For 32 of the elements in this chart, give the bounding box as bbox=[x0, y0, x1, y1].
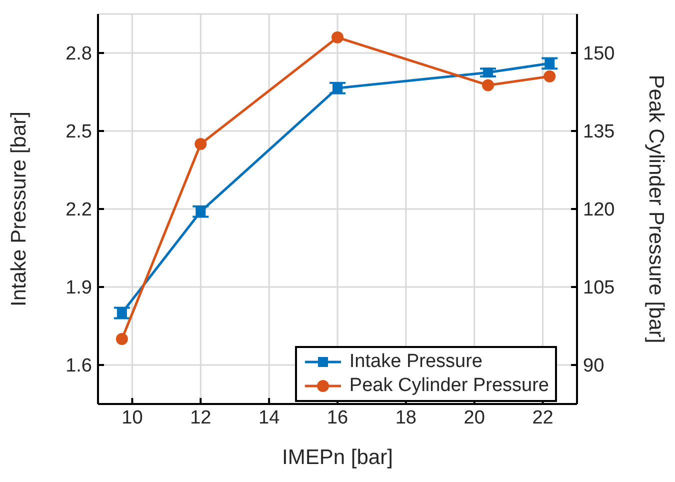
point bbox=[116, 308, 127, 318]
y-axis-title: Intake Pressure [bar] bbox=[7, 112, 30, 306]
point bbox=[332, 31, 344, 44]
x-tick-label: 16 bbox=[326, 407, 348, 428]
x-tick-label: 20 bbox=[464, 407, 485, 428]
legend-label: Peak Cylinder Pressure bbox=[349, 375, 549, 396]
point bbox=[196, 206, 206, 217]
point bbox=[544, 70, 556, 82]
legend-label: Intake Pressure bbox=[349, 351, 482, 372]
y2-tick-label: 120 bbox=[583, 200, 615, 221]
point bbox=[483, 68, 494, 78]
y2-tick-label: 90 bbox=[583, 356, 604, 377]
point bbox=[194, 138, 207, 150]
y2-tick-label: 135 bbox=[583, 122, 615, 143]
y2-tick-label: 105 bbox=[583, 278, 615, 299]
x-axis-title: IMEPn [bar] bbox=[282, 446, 393, 469]
point bbox=[482, 79, 494, 92]
y-tick-label: 2.8 bbox=[66, 44, 92, 65]
point bbox=[332, 83, 342, 94]
y-tick-label: 2.5 bbox=[66, 122, 92, 143]
x-tick-label: 22 bbox=[532, 407, 554, 428]
x-tick-label: 10 bbox=[122, 407, 143, 428]
y2-tick-label: 150 bbox=[583, 44, 615, 65]
y-tick-label: 1.6 bbox=[66, 356, 92, 377]
point bbox=[116, 333, 128, 345]
y2-axis-title: Peak Cylinder Pressure [bar] bbox=[644, 74, 668, 344]
point bbox=[544, 58, 555, 68]
x-tick-label: 18 bbox=[395, 407, 416, 428]
x-tick-label: 14 bbox=[258, 407, 280, 428]
x-tick-label: 12 bbox=[190, 407, 212, 428]
y-tick-label: 1.9 bbox=[66, 278, 92, 299]
y-tick-label: 2.2 bbox=[66, 200, 92, 221]
